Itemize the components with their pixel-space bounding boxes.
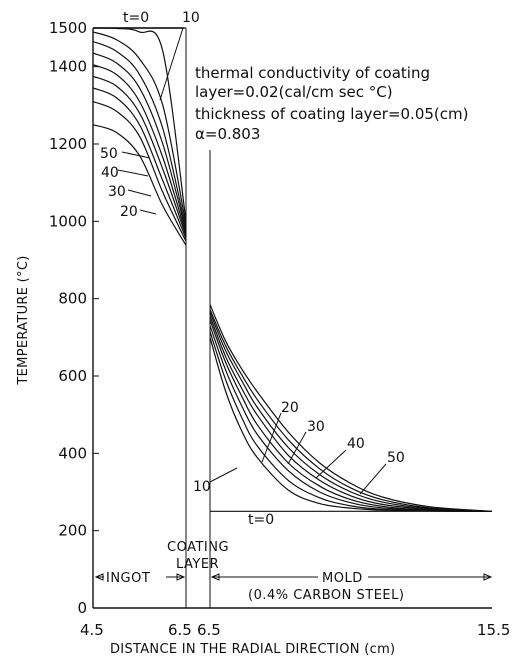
mold-right-arrowhead (483, 573, 493, 581)
leader-ingot-50 (121, 151, 151, 159)
ingot-right-arrowhead (176, 573, 186, 581)
y-axis-label: TEMPERATURE (°C) (16, 255, 31, 385)
mold-curve-7 (209, 309, 493, 512)
label-mold-40: 40 (347, 436, 365, 452)
leader-ingot-30 (127, 189, 152, 197)
y-ticks: 0 200 400 600 800 1000 1200 1400 1500 (49, 19, 99, 617)
x-axis-label: DISTANCE IN THE RADIAL DIRECTION (cm) (110, 642, 395, 657)
label-mold-50: 50 (387, 450, 405, 466)
ingot-curve-3 (92, 40, 187, 230)
mold-curve-2 (209, 331, 493, 512)
ingot-label-bg (104, 568, 166, 584)
leader-ingot-10 (159, 27, 184, 101)
leader-lines (117, 27, 387, 495)
x-tick-labels: 4.5 6.5 6.5 15.5 (80, 621, 510, 639)
axes (92, 27, 492, 609)
mold-label: MOLD (322, 571, 363, 586)
label-mold-20: 20 (281, 400, 299, 416)
curve-labels: t=0 10 50 40 30 20 10 20 30 40 50 t=0 (100, 10, 405, 528)
label-mold-30: 30 (307, 419, 325, 435)
label-mold-10: 10 (193, 479, 211, 495)
mold-curve-4 (209, 319, 493, 512)
coating-label-line-1: COATING (167, 540, 229, 555)
ingot-curve-1 (92, 27, 187, 222)
leader-ingot-20 (139, 209, 157, 215)
ingot-label: INGOT (106, 571, 150, 586)
mold-curve-1 (209, 337, 493, 512)
y-tick-label-200: 200 (58, 522, 87, 540)
leader-mold-50 (359, 463, 387, 495)
mold-label-bg (318, 568, 368, 584)
leader-ingot-40 (117, 169, 149, 177)
y-tick-label-600: 600 (58, 367, 87, 385)
label-mold-t0: t=0 (248, 512, 274, 528)
label-ingot-30: 30 (108, 184, 126, 200)
ingot-curve-6 (92, 75, 187, 237)
leader-mold-30 (287, 431, 307, 465)
label-ingot-t0: t=0 (123, 10, 149, 26)
y-tick-label-0: 0 (77, 599, 87, 617)
mold-curve-6 (209, 311, 493, 512)
y-tick-label-1500: 1500 (49, 19, 87, 37)
y-tick-label-1400: 1400 (49, 58, 87, 76)
mold-left-arrowhead (210, 573, 220, 581)
ingot-curve-2 (92, 31, 187, 226)
y-tick-label-800: 800 (58, 290, 87, 308)
annotation-line-3: thickness of coating layer=0.05(cm) (195, 105, 468, 123)
mold-curve-8 (209, 304, 493, 512)
ingot-curve-4 (92, 52, 187, 232)
region-markers: INGOT COATING LAYER MOLD (0.4% CARBON ST… (94, 540, 493, 603)
ingot-curve-7 (92, 87, 187, 239)
x-tick-label-6-5-left: 6.5 (168, 621, 192, 639)
leader-mold-40 (315, 449, 347, 479)
ingot-curves (92, 27, 187, 246)
ingot-curve-5 (92, 64, 187, 234)
label-ingot-20: 20 (120, 204, 138, 220)
x-tick-label-4-5: 4.5 (80, 621, 104, 639)
x-tick-label-6-5-right: 6.5 (197, 621, 221, 639)
label-ingot-40: 40 (101, 165, 119, 181)
mold-curves (209, 304, 493, 512)
leader-mold-20 (261, 412, 282, 463)
mold-material-label: (0.4% CARBON STEEL) (248, 588, 404, 603)
x-tick-label-15-5: 15.5 (477, 621, 510, 639)
y-tick-label-400: 400 (58, 444, 87, 462)
ingot-curve-8 (92, 100, 187, 242)
leader-mold-10 (209, 467, 238, 483)
annotation-line-1: thermal conductivity of coating (195, 64, 430, 82)
property-annotations: thermal conductivity of coating layer=0.… (195, 64, 468, 143)
annotation-line-2: layer=0.02(cal/cm sec °C) (195, 83, 393, 101)
y-tick-label-1000: 1000 (49, 212, 87, 230)
mold-curve-3 (209, 325, 493, 512)
annotation-line-4: α=0.803 (195, 125, 260, 143)
ingot-left-arrowhead (94, 573, 104, 581)
label-ingot-10: 10 (182, 10, 200, 26)
label-ingot-50: 50 (100, 146, 118, 162)
coating-label-line-2: LAYER (176, 557, 219, 572)
mold-curve-5 (209, 315, 493, 512)
y-tick-label-1200: 1200 (49, 135, 87, 153)
